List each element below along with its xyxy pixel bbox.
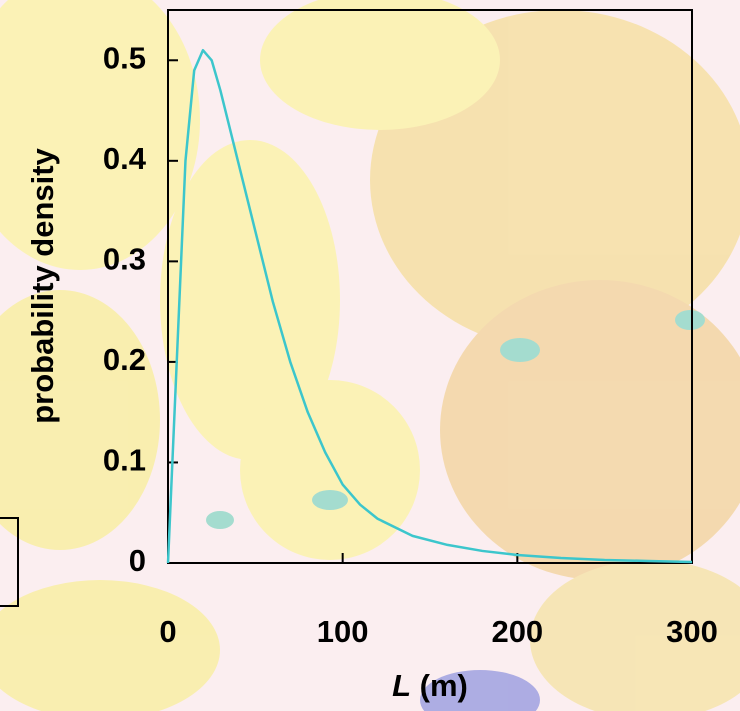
x-tick-label: 0 xyxy=(159,614,176,649)
x-tick-label: 100 xyxy=(317,614,369,649)
y-tick-label: 0.1 xyxy=(103,443,146,478)
y-tick-label: 0.2 xyxy=(103,342,146,377)
y-tick-label: 0.5 xyxy=(103,40,146,75)
page: probability density L (m) 0 0.1 0.2 0.3 0.4 0… xyxy=(0,0,740,711)
x-tick-label: 300 xyxy=(666,614,718,649)
x-axis-variable: L xyxy=(392,668,411,703)
x-axis-label: L (m) xyxy=(392,668,468,703)
y-axis-label: probability density xyxy=(25,147,60,423)
y-tick-label: 0.4 xyxy=(103,141,147,176)
y-tick-label: 0.3 xyxy=(103,242,146,277)
x-axis-unit: (m) xyxy=(420,668,468,703)
x-tick-label: 200 xyxy=(491,614,543,649)
chart: probability density L (m) 0 0.1 0.2 0.3 0.4 0… xyxy=(0,0,740,711)
y-tick-label: 0 xyxy=(129,543,146,578)
